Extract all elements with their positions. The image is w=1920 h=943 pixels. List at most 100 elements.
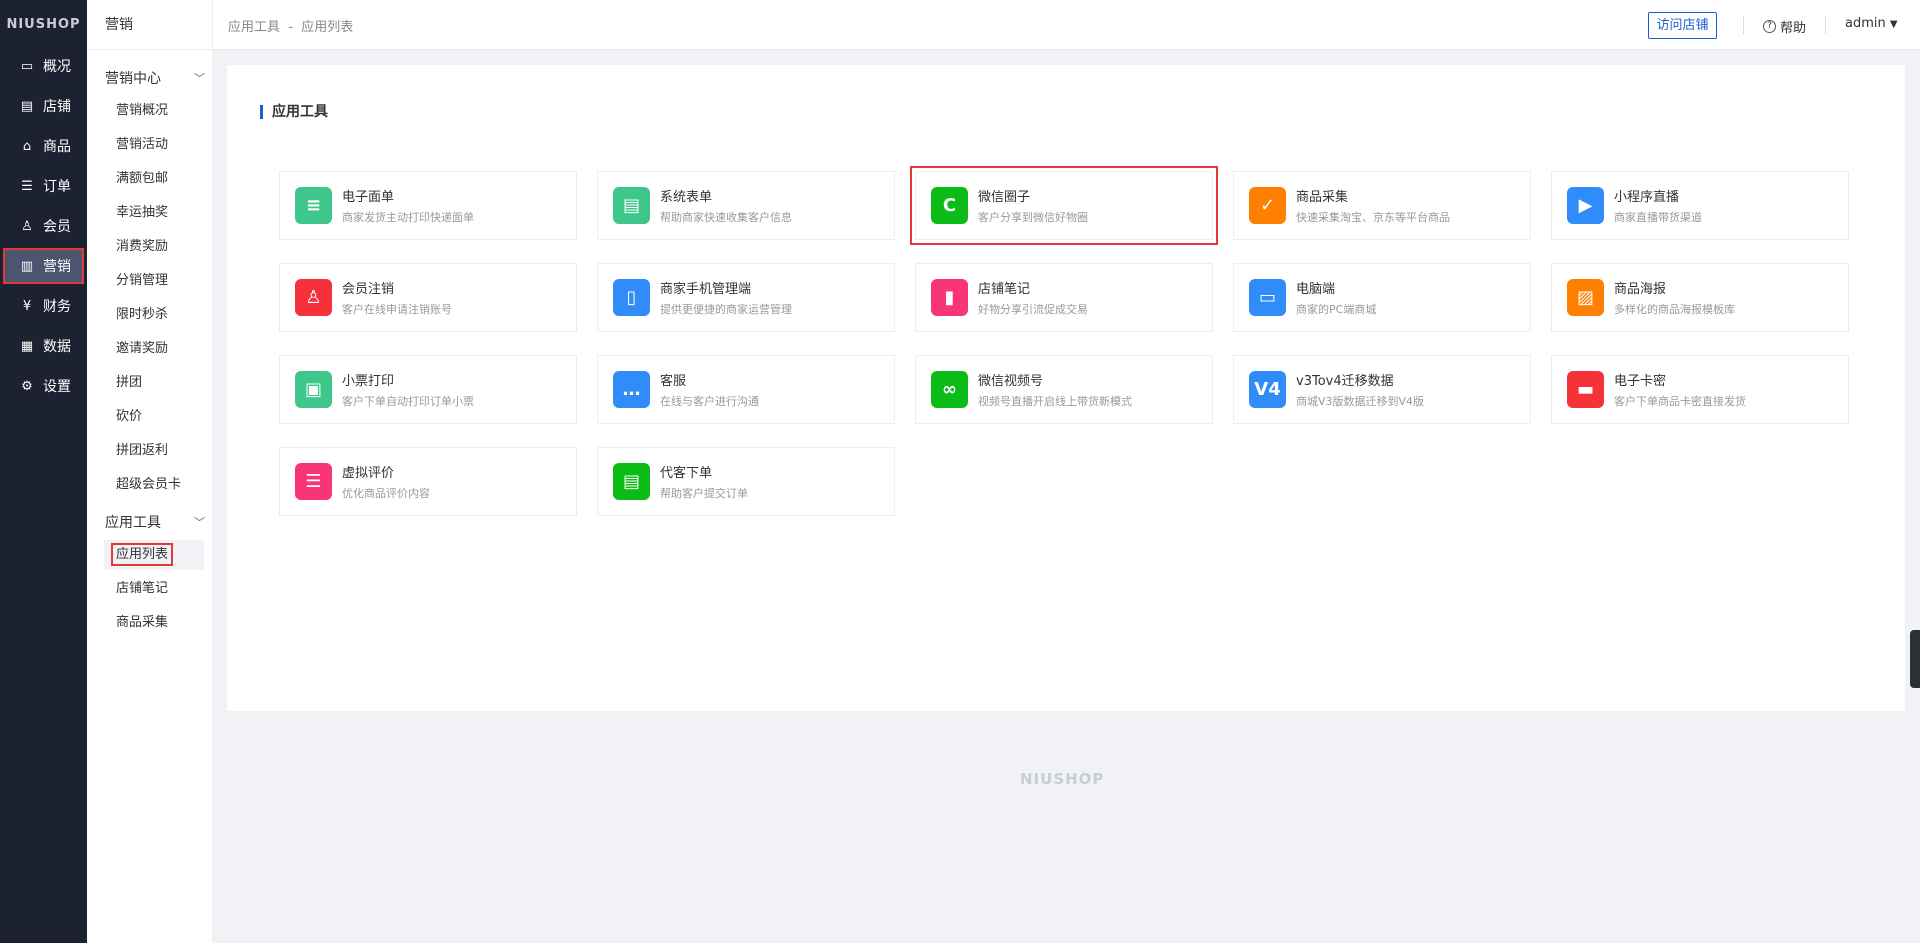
menu-item-label: 店铺笔记 <box>116 581 169 596</box>
menu-item-label: 砍价 <box>116 409 143 424</box>
nav-item-8[interactable]: ⚙ 设置 <box>5 370 82 402</box>
app-card[interactable]: ▯ 商家手机管理端 提供更便捷的商家运营管理 <box>597 263 895 332</box>
user-menu[interactable]: admin ▼ <box>1845 16 1898 31</box>
app-card[interactable]: ∞ 微信视频号视频号直播开启线上带货新模式 <box>915 355 1213 424</box>
caret-down-icon: ▼ <box>1889 19 1898 30</box>
chevron-down-icon: ﹀ <box>194 72 205 85</box>
nav-label: 会员 <box>43 219 71 235</box>
help-icon: ? <box>1763 20 1776 33</box>
footer-logo: NIUSHOP <box>1020 770 1105 788</box>
app-icon: ▯ <box>613 279 650 316</box>
app-icon: ∞ <box>931 371 968 408</box>
yen-icon: ¥ <box>22 298 32 314</box>
app-card[interactable]: ☰ 虚拟评价 优化商品评价内容 <box>279 447 577 516</box>
app-icon: ▮ <box>931 279 968 316</box>
menu-item[interactable]: 拼团返利 <box>104 436 201 466</box>
menu-item-label: 限时秒杀 <box>116 307 169 322</box>
app-icon: V4 <box>1249 371 1286 408</box>
menu-item[interactable]: 营销概况 <box>104 96 201 126</box>
nav-item-3[interactable]: ☰ 订单 <box>5 170 82 202</box>
menu-item[interactable]: 超级会员卡 <box>104 470 201 500</box>
menu-item[interactable]: 消费奖励 <box>104 232 201 262</box>
app-description: 商家直播带货渠道 <box>1614 211 1702 224</box>
menu-item[interactable]: 幸运抽奖 <box>104 198 201 228</box>
app-name: 微信视频号 <box>978 374 1044 389</box>
nav-label: 财务 <box>43 299 71 315</box>
menu-item-label: 营销活动 <box>116 137 169 152</box>
section-title: 应用工具 <box>260 105 328 119</box>
visit-store-button[interactable]: 访问店铺 <box>1648 12 1717 39</box>
menu-group[interactable]: 营销中心 ﹀ <box>105 68 205 88</box>
app-card[interactable]: ▤ 系统表单 帮助商家快速收集客户信息 <box>597 171 895 240</box>
app-card[interactable]: C 微信圈子 客户分享到微信好物圈 <box>910 166 1218 245</box>
app-name: v3Tov4迁移数据 <box>1296 374 1394 389</box>
menu-item-label: 应用列表 <box>110 543 174 566</box>
menu-item-label: 商品采集 <box>116 615 169 630</box>
app-card[interactable]: ✓ 商品采集 快速采集淘宝、京东等平台商品 <box>1233 171 1531 240</box>
order-list-icon: ☰ <box>21 178 33 194</box>
app-description: 客户下单自动打印订单小票 <box>342 395 474 408</box>
app-description: 快速采集淘宝、京东等平台商品 <box>1296 211 1450 224</box>
help-link[interactable]: ? 帮助 <box>1763 17 1806 36</box>
app-card[interactable]: ▬ 电子卡密 客户下单商品卡密直接发货 <box>1551 355 1849 424</box>
gear-icon: ⚙ <box>21 378 33 394</box>
divider <box>1743 16 1744 34</box>
nav-item-0[interactable]: ▭ 概况 <box>5 50 82 82</box>
breadcrumb-item[interactable]: 应用工具 <box>228 20 281 35</box>
app-card[interactable]: ▤ 代客下单 帮助客户提交订单 <box>597 447 895 516</box>
menu-item[interactable]: 商品采集 <box>104 608 201 638</box>
nav-item-1[interactable]: ▤ 店铺 <box>5 90 82 122</box>
menu-item-label: 拼团返利 <box>116 443 169 458</box>
nav-label: 商品 <box>43 139 71 155</box>
app-description: 帮助商家快速收集客户信息 <box>660 211 792 224</box>
nav-item-5[interactable]: ▥ 营销 <box>3 248 84 284</box>
app-description: 客户在线申请注销账号 <box>342 303 452 316</box>
app-name: 小票打印 <box>342 374 395 389</box>
app-card[interactable]: V4 v3Tov4迁移数据 商城V3版数据迁移到V4版 <box>1233 355 1531 424</box>
app-description: 商家发货主动打印快递面单 <box>342 211 474 224</box>
app-card[interactable]: ▶ 小程序直播 商家直播带货渠道 <box>1551 171 1849 240</box>
nav-label: 概况 <box>43 59 71 75</box>
app-icon: ▣ <box>295 371 332 408</box>
menu-item[interactable]: 分销管理 <box>104 266 201 296</box>
app-name: 商家手机管理端 <box>660 282 752 297</box>
app-icon: ▬ <box>1567 371 1604 408</box>
app-icon: ♙ <box>295 279 332 316</box>
menu-item[interactable]: 应用列表 <box>104 540 204 570</box>
top-header: 应用工具 - 应用列表 访问店铺 ? 帮助 admin ▼ <box>213 0 1920 50</box>
app-card[interactable]: ♙ 会员注销 客户在线申请注销账号 <box>279 263 577 332</box>
app-card[interactable]: … 客服 在线与客户进行沟通 <box>597 355 895 424</box>
menu-item-label: 分销管理 <box>116 273 169 288</box>
nav-item-2[interactable]: ⌂ 商品 <box>5 130 82 162</box>
breadcrumb-separator: - <box>288 20 293 35</box>
menu-item[interactable]: 限时秒杀 <box>104 300 201 330</box>
nav-label: 数据 <box>43 339 71 355</box>
app-card[interactable]: ≡ 电子面单 商家发货主动打印快递面单 <box>279 171 577 240</box>
app-description: 好物分享引流促成交易 <box>978 303 1088 316</box>
app-card[interactable]: ▭ 电脑端 商家的PC端商城 <box>1233 263 1531 332</box>
menu-item[interactable]: 邀请奖励 <box>104 334 201 364</box>
app-card[interactable]: ▮ 店铺笔记 好物分享引流促成交易 <box>915 263 1213 332</box>
app-name: 小程序直播 <box>1614 190 1680 205</box>
menu-item[interactable]: 店铺笔记 <box>104 574 201 604</box>
app-icon: ▭ <box>1249 279 1286 316</box>
user-icon: ♙ <box>21 218 33 234</box>
menu-item-label: 超级会员卡 <box>116 477 182 492</box>
app-name: 系统表单 <box>660 190 713 205</box>
breadcrumb: 应用工具 - 应用列表 <box>228 16 353 35</box>
app-card[interactable]: ▨ 商品海报 多样化的商品海报模板库 <box>1551 263 1849 332</box>
app-icon: C <box>931 187 968 224</box>
app-description: 视频号直播开启线上带货新模式 <box>978 395 1132 408</box>
menu-item[interactable]: 满额包邮 <box>104 164 201 194</box>
help-label: 帮助 <box>1780 21 1807 36</box>
nav-item-6[interactable]: ¥ 财务 <box>5 290 82 322</box>
data-icon: ▦ <box>20 338 34 354</box>
floating-widget[interactable] <box>1910 630 1920 688</box>
menu-group[interactable]: 应用工具 ﹀ <box>105 512 205 532</box>
menu-item[interactable]: 拼团 <box>104 368 201 398</box>
app-card[interactable]: ▣ 小票打印客户下单自动打印订单小票 <box>279 355 577 424</box>
menu-item[interactable]: 营销活动 <box>104 130 201 160</box>
nav-item-7[interactable]: ▦ 数据 <box>5 330 82 362</box>
nav-item-4[interactable]: ♙ 会员 <box>5 210 82 242</box>
menu-item[interactable]: 砍价 <box>104 402 201 432</box>
